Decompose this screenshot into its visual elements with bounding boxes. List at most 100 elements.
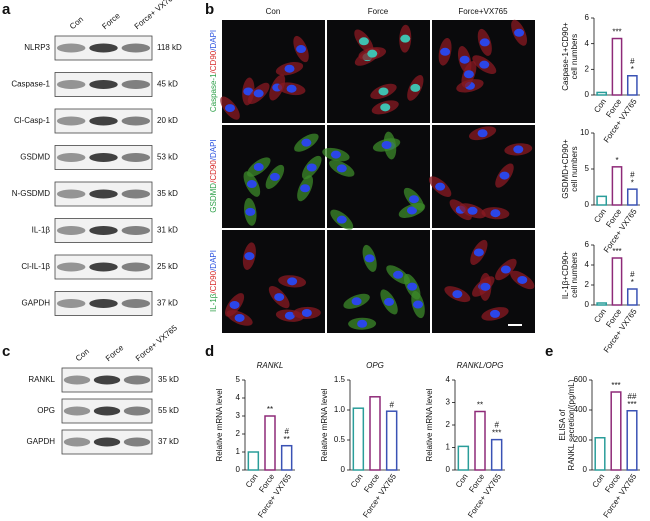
y-tick-label: 4	[236, 393, 241, 402]
significance: **	[284, 435, 290, 444]
y-tick-label: 1.0	[334, 405, 346, 414]
x-tick-label: Con	[349, 472, 365, 489]
bar	[596, 195, 608, 206]
column-header: Con	[266, 7, 281, 16]
blot-band	[121, 189, 151, 199]
nucleus	[513, 145, 524, 154]
bar	[596, 91, 608, 96]
row-label-part: /DAPI	[209, 30, 218, 51]
blot-band	[121, 226, 151, 235]
nucleus	[473, 248, 484, 257]
y-axis-label: RANKL secretion/(pg/mL)	[567, 379, 576, 470]
nucleus	[367, 49, 378, 58]
kd-label: 118 kD	[157, 43, 182, 52]
y-tick-label: 5	[585, 164, 590, 173]
row-label-part: /CD90	[209, 160, 218, 183]
nucleus	[410, 83, 421, 92]
nucleus	[400, 34, 411, 43]
bar	[611, 166, 623, 206]
blot-band	[121, 43, 151, 53]
y-axis-label: Relative mRNA level	[320, 388, 329, 461]
bar	[369, 396, 381, 471]
protein-label: GSDMD	[20, 153, 50, 162]
significance: #	[389, 400, 394, 409]
nucleus	[517, 275, 528, 284]
nucleus	[408, 195, 419, 204]
y-tick-label: 0	[341, 465, 346, 474]
blot-band	[121, 80, 151, 89]
nucleus	[234, 313, 245, 322]
blot-band	[56, 43, 86, 53]
nucleus	[284, 64, 295, 73]
protein-label: GAPDH	[27, 437, 56, 446]
nucleus	[253, 163, 264, 172]
nucleus	[490, 309, 501, 318]
significance: ##	[628, 392, 637, 401]
x-tick-label: Con	[244, 472, 260, 489]
nucleus	[301, 138, 312, 147]
lane-label: Force	[100, 11, 122, 31]
panel-letter: d	[205, 343, 214, 360]
kd-label: 20 kD	[157, 116, 178, 125]
row-label-part: /DAPI	[209, 139, 218, 160]
row-label-part: /DAPI	[209, 250, 218, 271]
nucleus	[306, 163, 317, 172]
nucleus	[287, 277, 298, 286]
bar	[611, 37, 623, 96]
lane-label: Force+ VX765	[133, 0, 179, 31]
y-tick-label: 2	[585, 64, 590, 73]
micro-image	[222, 20, 325, 123]
significance: *	[631, 178, 634, 187]
significance: #	[494, 421, 499, 430]
kd-label: 37 kD	[158, 437, 179, 446]
y-tick-label: 600	[574, 375, 588, 384]
nucleus	[274, 293, 285, 302]
bar	[626, 410, 638, 471]
blot-band	[56, 262, 86, 272]
bar	[490, 438, 503, 471]
y-axis-label: cell numbers	[570, 146, 579, 191]
protein-label: NLRP3	[24, 43, 50, 52]
panel-letter: c	[2, 343, 10, 360]
bar	[596, 302, 608, 306]
y-tick-label: 4	[446, 375, 451, 384]
blot-band	[56, 116, 86, 126]
nucleus	[364, 254, 375, 263]
column-header: Force	[368, 7, 389, 16]
blot-band	[56, 189, 86, 199]
panel-letter: a	[2, 1, 11, 18]
blot-band	[121, 299, 151, 308]
nucleus	[330, 150, 341, 159]
significance: #	[284, 427, 289, 436]
bar	[626, 75, 638, 96]
row-label: IL-1β/CD90/DAPI	[209, 250, 218, 312]
blot-band	[63, 437, 91, 447]
blot-band	[56, 153, 86, 162]
y-axis-label: Caspase-1+CD90+	[561, 22, 570, 91]
y-tick-label: 1.5	[334, 375, 346, 384]
column-header: Force+VX765	[458, 7, 508, 16]
lane-label: Con	[68, 15, 85, 31]
protein-label: Caspase-1	[11, 80, 50, 89]
y-tick-label: 6	[585, 240, 590, 249]
bar	[594, 437, 606, 471]
blot-band	[89, 153, 118, 162]
protein-label: GAPDH	[22, 299, 51, 308]
blot-band	[121, 116, 151, 126]
y-tick-label: 2	[585, 280, 590, 289]
significance: *	[631, 65, 634, 74]
significance: ***	[492, 429, 501, 438]
panel-letter: b	[205, 1, 214, 18]
bar	[626, 288, 638, 306]
y-tick-label: 200	[574, 435, 588, 444]
panel-letter: e	[545, 343, 553, 360]
chart-title: RANKL	[257, 361, 284, 370]
y-axis-label: IL-1β+CD90+	[561, 251, 570, 300]
lane-label: Force+ VX765	[134, 323, 180, 363]
kd-label: 45 kD	[157, 80, 178, 89]
nucleus	[357, 319, 368, 328]
blot-band	[63, 406, 91, 416]
significance: ***	[611, 381, 620, 390]
blot-band	[89, 262, 118, 272]
y-tick-label: 1	[236, 447, 241, 456]
